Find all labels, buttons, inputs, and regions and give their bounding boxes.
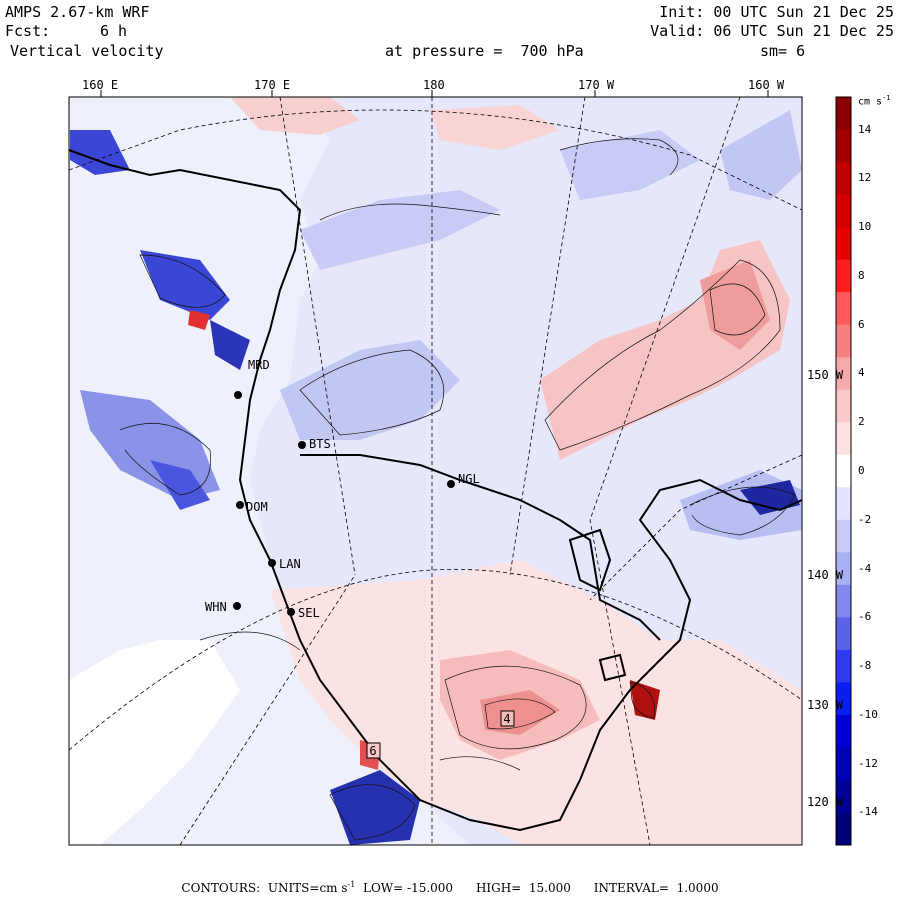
negative-region [280, 340, 460, 440]
station-dot-mrd [234, 391, 242, 399]
station-label-ngl: NGL [458, 472, 480, 486]
lon-label-180: 180 [423, 78, 445, 92]
colorbar-tick-label: -6 [858, 610, 872, 624]
model-name: AMPS 2.67-km WRF [5, 3, 150, 21]
colorbar-swatch [836, 357, 851, 391]
colorbar-swatch [836, 487, 851, 521]
colorbar-tick-label: 4 [858, 366, 865, 380]
negative-streak [720, 110, 802, 200]
colorbar-tick-label: -10 [858, 707, 878, 721]
colorbar-tick-label: 8 [858, 268, 865, 282]
forecast-value: 6 h [100, 22, 128, 40]
coastline [69, 149, 802, 832]
colorbar-swatch [836, 259, 851, 293]
max-box-4-label: 4 [503, 712, 510, 726]
colorbar-frame [835, 96, 852, 846]
negative-core-mountain [330, 770, 420, 845]
station-label-bts: BTS [309, 437, 331, 451]
colorbar [835, 96, 852, 846]
colorbar-tick-label: 2 [858, 415, 865, 429]
colorbar-swatch [836, 552, 851, 586]
negative-core-coast [740, 480, 800, 515]
lon-label-120w: 120 W [807, 795, 844, 809]
station-label-lan: LAN [279, 557, 301, 571]
colorbar-swatch [836, 519, 851, 553]
colorbar-swatch [836, 194, 851, 228]
init-time: Init: 00 UTC Sun 21 Dec 25 [659, 3, 894, 21]
colorbar-swatch [836, 454, 851, 488]
contour-lines [119, 138, 796, 841]
colorbar-tick-label: 10 [858, 220, 872, 234]
colorbar-tick-label: 0 [858, 464, 865, 477]
lon-label-140w: 140 W [807, 568, 844, 582]
station-dot-ngl [447, 480, 455, 488]
colorbar-swatch [836, 617, 851, 651]
station-dot-dom [236, 501, 244, 509]
colorbar-tick-label: -4 [858, 561, 872, 575]
lon-label-130w: 130 W [807, 698, 844, 712]
colorbar-tick-label: -14 [858, 805, 878, 819]
contour-info: CONTOURS: UNITS=cm s-1 LOW= -15.000 HIGH… [181, 880, 719, 895]
colorbar-swatch [836, 129, 851, 163]
colorbar-tick-label: -2 [858, 512, 872, 526]
colorbar-tick-label: -12 [858, 756, 878, 770]
negative-core-mountain [140, 250, 230, 320]
colorbar-tick-label: 14 [858, 122, 872, 136]
station-label-dom: DOM [246, 500, 268, 514]
field-name: Vertical velocity [10, 42, 164, 60]
positive-core-east [700, 260, 770, 350]
colorbar-swatch [836, 649, 851, 683]
negative-core-mountain [150, 460, 210, 510]
max-box-6 [366, 742, 381, 759]
negative-streak [300, 190, 500, 270]
station-label-whn: WHN [205, 600, 227, 614]
station-dot-sel [287, 608, 295, 616]
colorbar-tick-label: 6 [858, 317, 865, 331]
colorbar-swatch [836, 162, 851, 196]
colorbar-swatch [836, 682, 851, 716]
positive-patch [230, 97, 360, 135]
colorbar-swatch [836, 97, 851, 131]
max-box-4 [500, 710, 515, 727]
valid-time: Valid: 06 UTC Sun 21 Dec 25 [650, 22, 894, 40]
smoothing: sm= 6 [760, 42, 806, 60]
colorbar-swatch [836, 324, 851, 358]
station-dot-bts [298, 441, 306, 449]
colorbar-swatch [836, 422, 851, 456]
colorbar-tick-label: -8 [858, 659, 872, 673]
unshaded-region [69, 640, 240, 845]
lon-label-150w: 150 W [807, 368, 844, 382]
lon-label-170e: 170 E [254, 78, 291, 92]
negative-core-mountain [210, 320, 250, 370]
colorbar-swatch [836, 292, 851, 326]
station-dot-whn [233, 602, 241, 610]
colorbar-swatch [836, 747, 851, 781]
station-dot-lan [268, 559, 276, 567]
positive-patch [430, 105, 560, 150]
lon-label-170w: 170 W [578, 78, 615, 92]
colorbar-tick-label: 12 [858, 171, 872, 185]
frame-ticks [100, 90, 769, 97]
colorbar-swatch [836, 227, 851, 261]
colorbar-swatch [836, 584, 851, 618]
lon-label-160e: 160 E [82, 78, 119, 92]
graticule [69, 97, 802, 845]
colorbar-swatch [836, 389, 851, 423]
pressure-level: at pressure = 700 hPa [385, 42, 584, 60]
positive-core-mountain [188, 310, 210, 330]
lon-label-160w: 160 W [748, 78, 785, 92]
colorbar-swatch [836, 812, 851, 846]
colorbar-swatch [836, 779, 851, 813]
station-label-sel: SEL [298, 606, 320, 620]
negative-core-mountain [70, 130, 130, 175]
station-markers [233, 391, 455, 616]
negative-streak [560, 130, 700, 200]
colorbar-units: cm s-1 [858, 94, 891, 108]
map-frame [68, 96, 803, 846]
forecast-label: Fcst: [5, 22, 51, 40]
station-label-mrd: MRD [248, 358, 270, 372]
colorbar-swatch [836, 714, 851, 748]
max-box-6-label: 6 [369, 744, 376, 758]
